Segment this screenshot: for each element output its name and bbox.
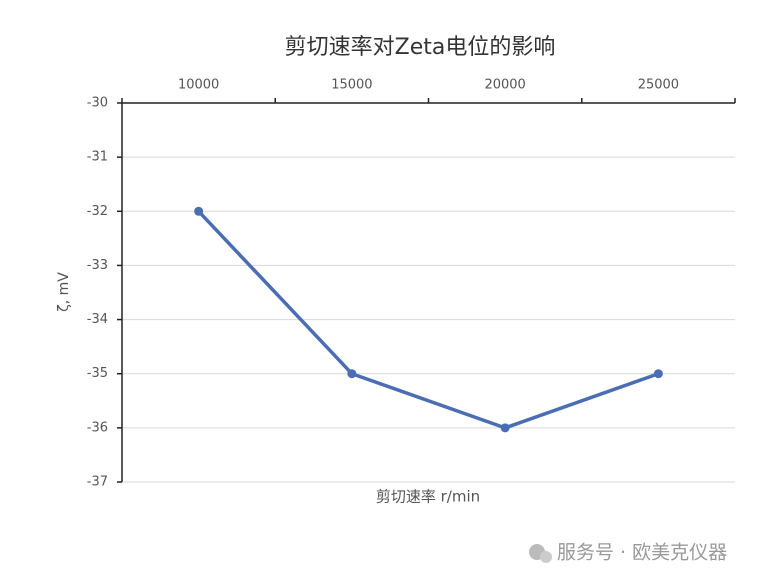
x-tick-label: 15000 (331, 78, 372, 93)
x-tick-label: 20000 (484, 78, 525, 93)
watermark-icon (540, 551, 552, 563)
x-tick-label: 10000 (178, 78, 219, 93)
watermark-text: 服务号 · 欧美克仪器 (557, 542, 727, 564)
y-tick-label: -35 (87, 366, 108, 381)
series-line (197, 210, 659, 430)
y-tick-label: -34 (87, 312, 108, 327)
x-tick-label: 25000 (638, 78, 679, 93)
y-tick-label: -30 (87, 96, 108, 111)
y-tick-label: -37 (87, 475, 108, 490)
chart-title: 剪切速率对Zeta电位的影响 (285, 35, 556, 60)
watermark: 服务号 · 欧美克仪器 (529, 542, 727, 564)
data-point (347, 369, 357, 379)
y-axis-label: ζ, mV (56, 272, 72, 312)
y-tick-label: -36 (87, 420, 108, 435)
y-tick-label: -32 (87, 204, 108, 219)
y-tick-label: -33 (87, 258, 108, 273)
data-point (194, 206, 204, 216)
data-point (653, 369, 663, 379)
data-point (500, 423, 510, 433)
y-tick-label: -31 (87, 150, 108, 165)
x-axis-label: 剪切速率 r/min (376, 488, 480, 506)
